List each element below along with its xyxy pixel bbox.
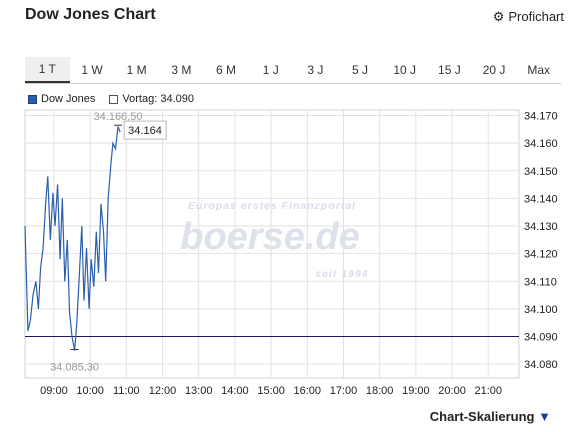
tab-1w[interactable]: 1 W (69, 57, 115, 83)
x-tick-label: 20:00 (438, 385, 466, 397)
x-tick-label: 12:00 (149, 385, 177, 397)
x-tick-label: 10:00 (76, 385, 104, 397)
watermark-line2: boerse.de (180, 216, 360, 258)
tab-20j[interactable]: 20 J (471, 57, 517, 83)
prev-close-swatch (109, 94, 119, 104)
chart-scaling-button[interactable]: Chart-Skalierung ▼ (430, 409, 551, 424)
y-tick-label: 34.130 (524, 221, 558, 233)
chart-scaling-label: Chart-Skalierung (429, 409, 535, 424)
profichart-button[interactable]: ⚙ Profichart (493, 9, 564, 24)
x-tick-label: 11:00 (113, 385, 140, 397)
y-tick-label: 34.090 (524, 332, 558, 344)
x-tick-label: 13:00 (185, 385, 213, 397)
y-tick-label: 34.110 (524, 276, 557, 288)
chevron-down-icon: ▼ (538, 409, 551, 424)
x-tick-label: 15:00 (257, 385, 285, 397)
low-label: 34.085,30 (50, 362, 99, 374)
legend-item-series[interactable]: Dow Jones (28, 93, 95, 105)
x-tick-label: 18:00 (366, 385, 394, 397)
tab-3j[interactable]: 3 J (293, 57, 338, 83)
legend-item-prev-close[interactable]: Vortag: 34.090 (109, 93, 194, 105)
x-tick-label: 21:00 (474, 385, 502, 397)
high-label: 34.166,50 (94, 111, 143, 123)
y-tick-label: 34.120 (524, 249, 558, 261)
y-tick-label: 34.170 (524, 111, 558, 123)
tab-10j[interactable]: 10 J (382, 57, 428, 83)
gear-icon: ⚙ (492, 9, 505, 24)
tab-3m[interactable]: 3 M (159, 57, 204, 83)
y-tick-label: 34.100 (524, 304, 558, 316)
tab-5j[interactable]: 5 J (337, 57, 383, 83)
watermark-line3: seit 1994 (315, 268, 368, 280)
series-swatch (28, 94, 37, 104)
y-tick-label: 34.150 (524, 166, 558, 178)
x-tick-label: 17:00 (330, 385, 358, 397)
x-tick-label: 16:00 (294, 385, 322, 397)
legend-prev-close-label: Vortag: 34.090 (122, 93, 194, 105)
x-tick-label: 14:00 (221, 385, 249, 397)
tab-1m[interactable]: 1 M (114, 57, 160, 83)
chart-legend: Dow Jones Vortag: 34.090 (28, 93, 194, 105)
tab-1j[interactable]: 1 J (248, 57, 294, 83)
x-tick-label: 19:00 (402, 385, 430, 397)
tab-6m[interactable]: 6 M (203, 57, 249, 83)
tab-max[interactable]: Max (516, 57, 562, 83)
last-value-box (123, 120, 167, 140)
watermark: Europas erstes Finanzportal boerse.de se… (180, 200, 368, 280)
y-tick-label: 34.140 (524, 193, 558, 205)
y-tick-label: 34.160 (524, 138, 558, 150)
profichart-label: Profichart (508, 9, 564, 24)
tab-1t[interactable]: 1 T (25, 57, 70, 83)
last-value-label: 34.164 (128, 125, 162, 137)
watermark-line1: Europas erstes Finanzportal (188, 200, 356, 212)
x-tick-label: 09:00 (40, 385, 68, 397)
series-line (24, 126, 121, 351)
legend-series-label: Dow Jones (41, 93, 96, 105)
y-tick-label: 34.080 (524, 359, 558, 371)
tab-15j[interactable]: 15 J (427, 57, 472, 83)
page-title: Dow Jones Chart (25, 6, 156, 23)
